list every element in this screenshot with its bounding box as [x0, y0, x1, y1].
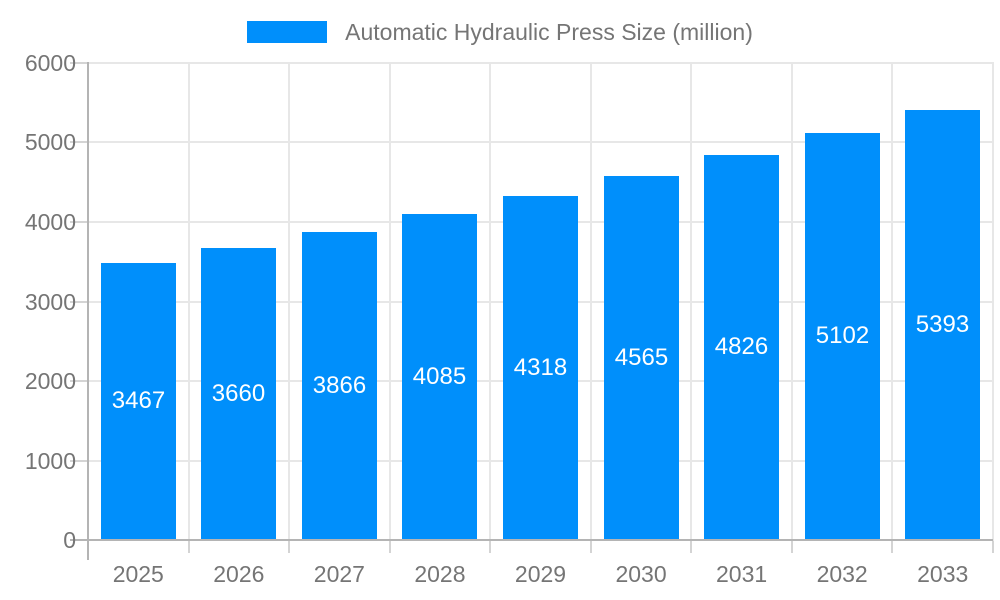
bar[interactable]: 5102	[805, 133, 880, 539]
bar-value-label: 3866	[312, 371, 367, 399]
x-axis-tick-label: 2032	[816, 561, 868, 587]
bar-value-label: 4085	[412, 362, 467, 390]
y-axis-tick	[70, 460, 88, 462]
bar-value-label: 5393	[915, 310, 970, 338]
bar[interactable]: 4565	[604, 176, 679, 539]
bar[interactable]: 3467	[101, 263, 176, 539]
bar-value-label: 3660	[211, 379, 266, 407]
bar-value-label: 4565	[614, 343, 669, 371]
y-axis-tick	[70, 62, 88, 64]
y-axis-tick	[70, 141, 88, 143]
y-axis-tick-label: 5000	[24, 129, 76, 155]
gridline-vertical	[590, 62, 592, 541]
x-axis-tick-label: 2030	[615, 561, 667, 587]
x-axis-tick	[489, 541, 491, 553]
bar-value-label: 3467	[111, 387, 166, 414]
gridline-horizontal	[88, 141, 993, 143]
gridline-vertical	[891, 62, 893, 541]
y-axis-tick-label: 6000	[24, 50, 76, 76]
x-axis-tick-label: 2031	[716, 561, 768, 587]
x-axis-tick-label: 2026	[213, 561, 265, 587]
bar-value-label: 4318	[513, 353, 568, 381]
bar[interactable]: 3660	[201, 248, 276, 539]
gridline-vertical	[992, 62, 994, 541]
x-axis-line	[70, 539, 993, 541]
y-axis-tick-label: 0	[63, 527, 76, 553]
y-axis-tick-label: 3000	[24, 289, 76, 315]
x-axis-tick-label: 2033	[917, 561, 969, 587]
x-axis-tick-label: 2025	[112, 561, 164, 587]
y-axis-tick	[70, 380, 88, 382]
legend-label: Automatic Hydraulic Press Size (million)	[345, 18, 753, 45]
x-axis-tick	[288, 541, 290, 553]
gridline-horizontal	[88, 62, 993, 64]
y-axis-tick-label: 4000	[24, 209, 76, 235]
x-axis-tick	[690, 541, 692, 553]
x-axis-tick	[791, 541, 793, 553]
gridline-vertical	[791, 62, 793, 541]
x-axis-tick	[389, 541, 391, 553]
y-axis-tick	[70, 221, 88, 223]
bar[interactable]: 4085	[402, 214, 477, 539]
x-axis-tick	[188, 541, 190, 553]
x-axis-tick	[891, 541, 893, 553]
x-axis-tick-label: 2028	[414, 561, 466, 587]
bar[interactable]: 3866	[302, 232, 377, 539]
gridline-vertical	[389, 62, 391, 541]
x-axis-tick-label: 2029	[514, 561, 567, 587]
gridline-vertical	[489, 62, 491, 541]
bar[interactable]: 4826	[704, 155, 779, 539]
plot-area: 3467 3660 3866 4085 4318 4565 4826 5102 5393	[70, 62, 994, 560]
gridline-vertical	[690, 62, 692, 541]
y-axis-line	[87, 62, 89, 560]
bar-value-label: 4826	[714, 333, 769, 360]
y-axis-tick-label: 1000	[24, 448, 76, 474]
bar[interactable]: 4318	[503, 196, 578, 539]
bar[interactable]: 5393	[905, 110, 980, 539]
x-axis-tick-label: 2027	[313, 561, 365, 587]
x-axis-tick	[992, 541, 994, 553]
gridline-vertical	[288, 62, 290, 541]
x-axis-tick	[590, 541, 592, 553]
bar-value-label: 5102	[815, 322, 870, 349]
legend-swatch	[247, 21, 328, 43]
chart-legend[interactable]: Automatic Hydraulic Press Size (million)	[0, 16, 1000, 48]
y-axis-tick	[70, 301, 88, 303]
y-axis-tick-label: 2000	[24, 368, 76, 394]
gridline-vertical	[188, 62, 190, 541]
